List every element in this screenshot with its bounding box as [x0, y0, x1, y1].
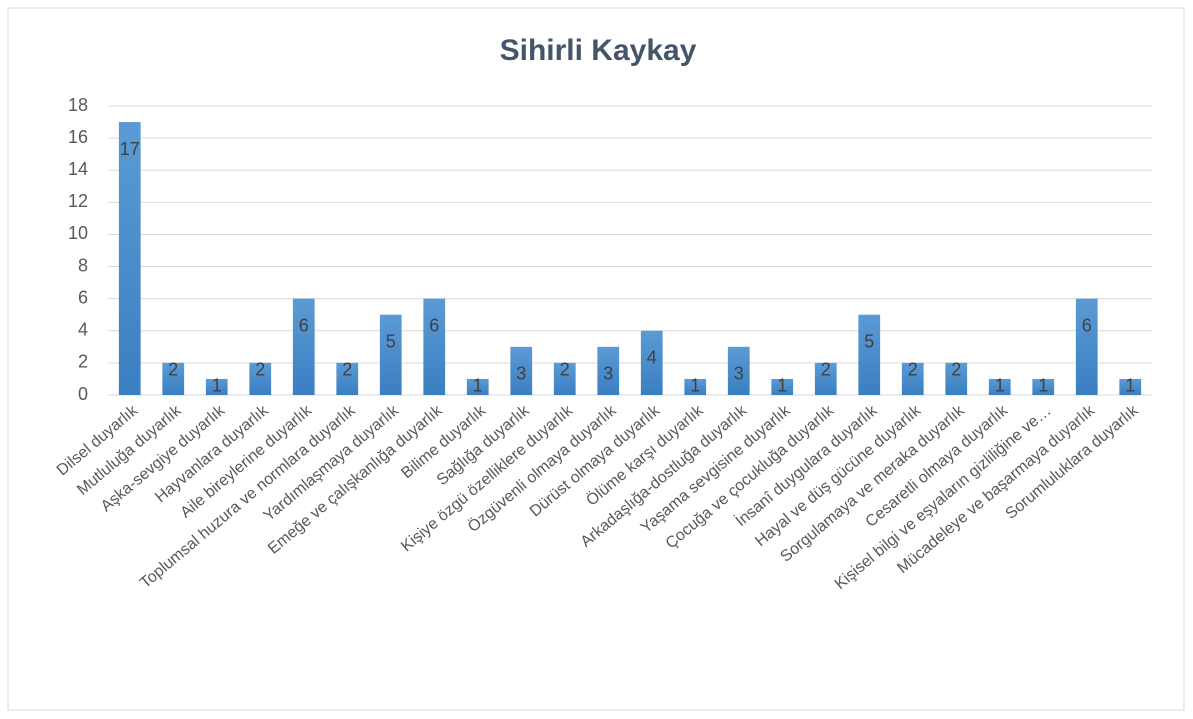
- data-label: 2: [951, 360, 961, 380]
- bar: [1075, 298, 1098, 395]
- data-label: 4: [647, 348, 657, 368]
- data-label: 2: [168, 360, 178, 380]
- data-label: 1: [473, 376, 483, 396]
- y-tick-label: 10: [68, 223, 88, 243]
- bar: [684, 378, 707, 395]
- data-label: 5: [864, 331, 874, 351]
- data-label: 1: [777, 376, 787, 396]
- data-label: 1: [1125, 376, 1135, 396]
- bar: [640, 330, 663, 395]
- bar: [945, 362, 968, 395]
- data-label: 3: [603, 364, 613, 384]
- bar: [249, 362, 272, 395]
- y-tick-label: 8: [78, 255, 88, 275]
- data-label: 2: [342, 360, 352, 380]
- bar: [162, 362, 185, 395]
- bar: [510, 346, 533, 395]
- bar: [423, 298, 446, 395]
- data-label: 2: [560, 360, 570, 380]
- bar: [727, 346, 750, 395]
- data-label: 5: [386, 331, 396, 351]
- y-tick-label: 12: [68, 191, 88, 211]
- data-label: 1: [690, 376, 700, 396]
- y-tick-label: 6: [78, 287, 88, 307]
- data-label: 1: [1038, 376, 1048, 396]
- bar: [553, 362, 576, 395]
- bar: [858, 314, 881, 395]
- y-tick-label: 2: [78, 352, 88, 372]
- bar: [1032, 378, 1055, 395]
- bar: [292, 298, 315, 395]
- bar: [901, 362, 924, 395]
- data-label: 3: [734, 364, 744, 384]
- data-label: 17: [120, 139, 140, 159]
- bar: [988, 378, 1011, 395]
- bar: [205, 378, 228, 395]
- y-tick-label: 14: [68, 159, 88, 179]
- y-tick-label: 18: [68, 95, 88, 115]
- data-label: 2: [255, 360, 265, 380]
- bar: [118, 122, 141, 396]
- chart-frame: [7, 7, 1185, 711]
- data-label: 3: [516, 364, 526, 384]
- bar: [336, 362, 359, 395]
- bar: [1119, 378, 1142, 395]
- data-label: 6: [429, 315, 439, 335]
- data-label: 1: [995, 376, 1005, 396]
- y-tick-label: 0: [78, 384, 88, 404]
- bar: [597, 346, 620, 395]
- data-label: 2: [821, 360, 831, 380]
- data-label: 6: [1082, 315, 1092, 335]
- bar: [814, 362, 837, 395]
- data-label: 2: [908, 360, 918, 380]
- bar: [379, 314, 402, 395]
- data-label: 1: [212, 376, 222, 396]
- bar: [771, 378, 794, 395]
- chart-title: Sihirli Kaykay: [500, 34, 697, 67]
- data-label: 6: [299, 315, 309, 335]
- y-tick-label: 4: [78, 320, 88, 340]
- y-tick-label: 16: [68, 127, 88, 147]
- bar: [466, 378, 489, 395]
